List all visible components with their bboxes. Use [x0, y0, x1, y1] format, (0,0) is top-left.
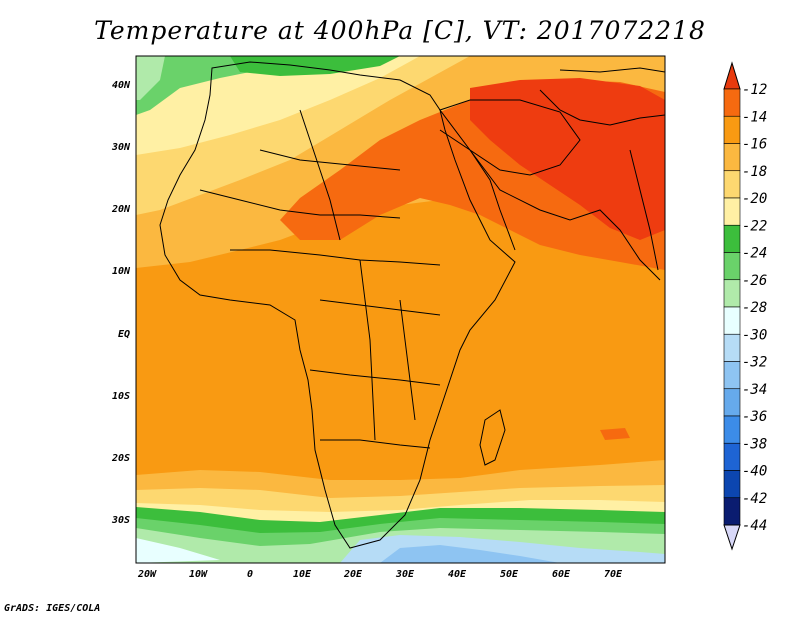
- colorbar-swatch: [723, 115, 741, 144]
- temperature-field: [136, 56, 665, 563]
- colorbar-swatch: [723, 333, 741, 362]
- colorbar-swatch: [723, 143, 741, 172]
- colorbar-swatch: [723, 388, 741, 417]
- colorbar-label: -22: [742, 218, 767, 234]
- colorbar-label: -34: [742, 382, 767, 398]
- latitude-labels: 40N 30N 20N 10N EQ 10S 20S 30S: [111, 80, 131, 526]
- colorbar-top-arrow: [723, 61, 741, 90]
- grads-credit: GrADS: IGES/COLA: [4, 603, 101, 614]
- colorbar-label: -40: [742, 464, 767, 480]
- colorbar-label: -24: [742, 246, 767, 262]
- colorbar-label: -16: [742, 137, 767, 153]
- colorbar-swatch: [723, 497, 741, 526]
- lat-label: 20N: [111, 204, 131, 215]
- colorbar-swatch: [723, 361, 741, 390]
- lon-label: 20E: [343, 569, 363, 580]
- lon-label: 50E: [500, 569, 519, 580]
- colorbar-swatch: [723, 197, 741, 226]
- colorbar-label: -38: [742, 436, 767, 452]
- lon-label: 10W: [189, 569, 208, 580]
- lat-label: 10S: [112, 391, 130, 402]
- lat-label: 40N: [112, 80, 131, 91]
- lon-label: 40E: [448, 569, 467, 580]
- colorbar-swatch: [723, 224, 741, 253]
- colorbar-label: -12: [742, 82, 767, 98]
- colorbar-label: -28: [742, 300, 767, 316]
- colorbar-label: -26: [742, 273, 767, 289]
- colorbar: -12 -14 -16 -18 -20 -22 -24 -26 -28 -30 -32 -34 -36 -…: [723, 61, 767, 551]
- colorbar-swatch: [723, 170, 741, 199]
- lon-label: 60E: [552, 569, 571, 580]
- colorbar-bottom-arrow: [723, 524, 741, 551]
- colorbar-swatch: [723, 88, 741, 117]
- colorbar-swatch: [723, 306, 741, 335]
- colorbar-swatch: [723, 415, 741, 444]
- colorbar-label: -44: [742, 518, 767, 534]
- lon-label: 30E: [395, 569, 415, 580]
- colorbar-label: -18: [742, 164, 767, 180]
- lon-label: 20W: [137, 569, 157, 580]
- map-title: Temperature at 400hPa [C], VT: 201707221…: [94, 16, 706, 45]
- colorbar-label: -14: [742, 109, 767, 125]
- colorbar-swatch: [723, 442, 741, 471]
- lon-label: 70E: [604, 569, 623, 580]
- map-frame: [135, 55, 666, 564]
- lat-label: 20S: [111, 453, 130, 464]
- lat-label: 30N: [111, 142, 131, 153]
- lat-label: 10N: [112, 266, 131, 277]
- colorbar-label: -32: [742, 355, 767, 371]
- colorbar-label: -20: [742, 191, 767, 207]
- longitude-labels: 20W 10W 0 10E 20E 30E 40E 50E 60E 70E: [137, 569, 623, 580]
- colorbar-swatch: [723, 252, 741, 281]
- lat-label: 30S: [111, 515, 130, 526]
- colorbar-label: -36: [742, 409, 767, 425]
- colorbar-swatch: [723, 279, 741, 308]
- lon-label: 0: [247, 569, 253, 580]
- coastlines: [159, 61, 665, 549]
- colorbar-label: -42: [742, 491, 767, 507]
- lon-label: 10E: [293, 569, 312, 580]
- lat-label: EQ: [118, 329, 130, 340]
- colorbar-label: -30: [742, 327, 767, 343]
- colorbar-swatch: [723, 470, 741, 499]
